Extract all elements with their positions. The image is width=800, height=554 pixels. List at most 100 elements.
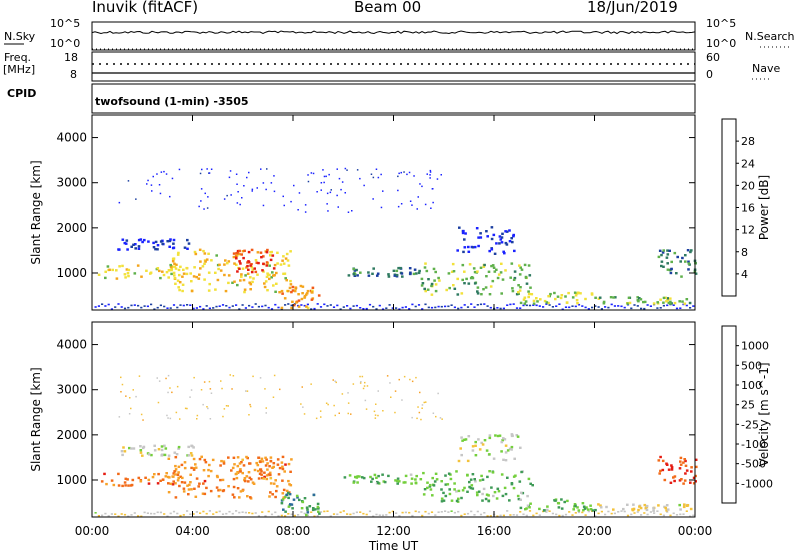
data-cell xyxy=(435,478,439,481)
data-cell xyxy=(557,506,561,509)
data-cell xyxy=(235,252,238,255)
data-cell xyxy=(259,468,263,471)
data-cell xyxy=(637,300,640,303)
data-cell xyxy=(189,481,192,484)
data-cell xyxy=(266,168,268,170)
data-cell xyxy=(257,477,261,480)
data-cell xyxy=(236,249,240,253)
data-cell xyxy=(182,268,185,271)
data-cell xyxy=(689,307,692,309)
data-cell xyxy=(227,274,231,277)
data-cell xyxy=(250,265,253,269)
data-cell xyxy=(328,173,330,176)
data-cell xyxy=(313,515,316,517)
data-cell xyxy=(451,262,455,266)
data-cell xyxy=(525,514,528,517)
data-cell xyxy=(528,510,532,512)
data-cell xyxy=(240,253,243,256)
data-cell xyxy=(100,480,104,483)
data-cell xyxy=(488,293,492,296)
data-cell xyxy=(387,273,390,276)
data-cell xyxy=(265,474,269,477)
data-cell xyxy=(248,512,251,514)
data-cell xyxy=(491,264,495,267)
data-cell xyxy=(474,444,477,447)
data-cell xyxy=(289,470,292,473)
data-cell xyxy=(147,453,151,456)
data-cell xyxy=(182,304,185,307)
data-cell xyxy=(652,302,656,305)
data-cell xyxy=(485,275,488,278)
data-cell xyxy=(196,418,198,420)
data-cell xyxy=(546,505,549,508)
data-cell xyxy=(411,380,414,383)
data-cell xyxy=(281,492,285,495)
data-cell xyxy=(313,307,316,310)
data-cell xyxy=(516,291,520,294)
data-cell xyxy=(229,170,232,172)
data-cell xyxy=(141,446,145,450)
data-cell xyxy=(430,282,434,286)
data-cell xyxy=(139,449,143,452)
data-cell xyxy=(104,276,107,280)
data-cell xyxy=(249,405,252,408)
data-cell xyxy=(666,262,669,265)
data-cell xyxy=(232,255,236,259)
data-cell xyxy=(561,514,564,517)
data-cell xyxy=(662,304,665,307)
data-cell xyxy=(459,447,462,450)
data-cell xyxy=(151,475,155,479)
data-cell xyxy=(236,471,239,474)
data-cell xyxy=(256,463,260,467)
data-cell xyxy=(193,376,195,379)
data-cell xyxy=(638,505,641,508)
data-cell xyxy=(692,305,695,307)
data-cell xyxy=(659,455,662,459)
data-cell xyxy=(500,241,504,244)
data-cell xyxy=(362,387,365,390)
data-cell xyxy=(207,468,210,472)
data-cell xyxy=(268,465,271,468)
data-cell xyxy=(305,305,308,308)
data-cell xyxy=(153,449,157,452)
data-cell xyxy=(401,306,404,309)
data-cell xyxy=(282,508,285,511)
data-cell xyxy=(457,459,461,463)
data-cell xyxy=(589,508,593,511)
data-cell xyxy=(530,293,534,296)
data-cell xyxy=(469,486,473,490)
data-cell xyxy=(488,249,491,253)
data-cell xyxy=(287,505,291,508)
data-cell xyxy=(120,513,123,515)
data-cell xyxy=(397,175,399,178)
data-cell xyxy=(247,260,250,263)
data-cell xyxy=(198,273,201,276)
data-cell xyxy=(639,298,643,301)
data-cell xyxy=(272,284,275,287)
data-cell xyxy=(364,399,367,402)
data-cell xyxy=(434,514,437,516)
data-cell xyxy=(114,513,117,515)
data-cell xyxy=(265,264,269,267)
data-cell xyxy=(538,514,541,516)
data-cell xyxy=(272,274,275,277)
data-cell xyxy=(506,510,509,512)
data-cell xyxy=(594,296,597,299)
data-cell xyxy=(356,274,359,277)
colorbar-tick-label: 100 xyxy=(741,379,762,392)
data-cell xyxy=(587,308,590,310)
data-cell xyxy=(455,470,458,473)
data-cell xyxy=(338,412,340,414)
data-cell xyxy=(244,307,247,309)
data-cell xyxy=(269,460,273,463)
data-cell xyxy=(290,290,293,294)
data-cell xyxy=(429,177,431,179)
data-cell xyxy=(117,248,120,251)
data-cell xyxy=(401,399,403,401)
data-cell xyxy=(248,281,251,284)
data-cell xyxy=(238,496,241,499)
data-cell xyxy=(130,447,133,450)
data-cell xyxy=(591,306,594,309)
data-cell xyxy=(126,272,130,275)
data-cell xyxy=(156,267,160,270)
